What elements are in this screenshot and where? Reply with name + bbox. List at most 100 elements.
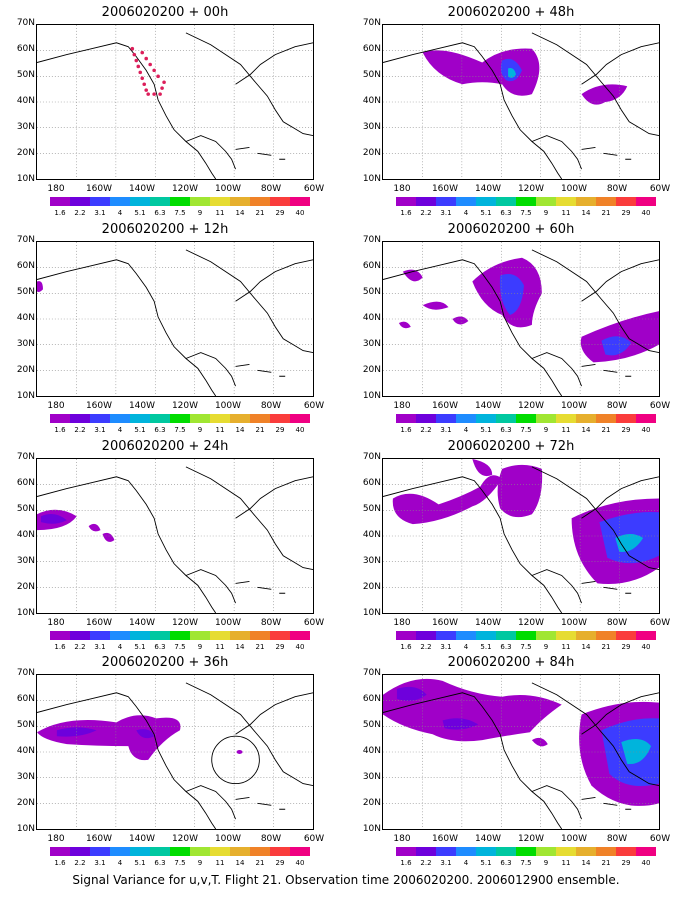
colorbar-label: 7.5 [174,426,186,434]
variance-contour [102,532,115,542]
colorbar-swatch [416,631,436,640]
variance-contour [422,301,449,310]
colorbar-label: 40 [641,643,651,651]
lat-label: 20N [362,798,381,808]
coastline [235,580,286,594]
colorbar [50,847,310,856]
lat-label: 40N [362,746,381,756]
map-panel: 2006020200 + 84h 70N 60N 50N 40N 30N 20N 10N 180… [346,652,676,870]
colorbar-swatch [416,847,436,856]
colorbar-label: 11 [561,859,571,867]
observation-point [152,68,156,73]
colorbar-swatch [456,197,476,206]
colorbar-label: 4 [463,643,469,651]
colorbar-swatch [476,631,496,640]
colorbar-swatch [170,197,190,206]
observation-point [134,58,139,63]
colorbar-label: 11 [215,859,225,867]
colorbar-label: 40 [641,426,651,434]
colorbar-swatch [576,847,596,856]
panel-title: 2006020200 + 84h [447,655,575,670]
colorbar-swatch [456,631,476,640]
lon-label: 80W [260,834,282,844]
colorbar-swatch [90,414,110,423]
lon-label: 120W [171,618,199,628]
lon-label: 140W [474,618,502,628]
colorbar-label: 9 [197,426,203,434]
coastline [531,352,582,387]
lat-label: 20N [16,798,35,808]
colorbar-swatch [110,414,130,423]
lat-label: 60N [362,478,381,488]
observation-point [162,80,166,85]
colorbar-label: 14 [235,859,245,867]
variance-contour [442,718,479,730]
lon-label: 160W [431,401,459,411]
colorbar-swatch [150,631,170,640]
lat-label: 10N [362,608,381,618]
variance-contour [615,534,644,553]
colorbar-swatch [396,847,416,856]
observation-point [156,74,160,79]
variance-contour [508,68,517,78]
colorbar-swatch [250,631,270,640]
colorbar-swatch [190,414,210,423]
colorbar-label: 14 [581,643,591,651]
colorbar [396,414,656,423]
lon-label: 180 [47,184,65,194]
lat-label: 10N [16,174,35,184]
colorbar-swatch [70,847,90,856]
colorbar-label: 2.2 [420,643,432,651]
colorbar-swatch [496,631,516,640]
colorbar-label: 40 [295,426,305,434]
coastline [531,135,582,170]
colorbar-label: 1.6 [54,859,66,867]
colorbar-label: 29 [621,859,631,867]
lon-label: 180 [47,618,65,628]
coastline [383,692,563,829]
colorbar-label: 9 [543,643,549,651]
colorbar-label: 14 [581,426,591,434]
lon-label: 100W [214,618,242,628]
colorbar-label: 14 [235,209,245,217]
lon-label: 100W [214,184,242,194]
map-area [382,458,660,614]
variance-contour [37,281,43,293]
colorbar-swatch [150,847,170,856]
colorbar-swatch [270,197,290,206]
colorbar-swatch [90,197,110,206]
variance-contour [601,336,632,356]
coastline [531,682,659,786]
colorbar [50,631,310,640]
colorbar-label: 6.3 [154,643,166,651]
lat-label: 40N [362,530,381,540]
colorbar-swatch [50,414,70,423]
coastline [37,692,217,829]
lat-label: 70N [16,18,35,28]
lon-label: 80W [606,184,628,194]
lon-label: 120W [171,834,199,844]
lat-label: 60N [362,261,381,271]
lat-label: 60N [16,261,35,271]
colorbar-label: 11 [561,426,571,434]
colorbar-label: 5.1 [134,426,146,434]
observation-point [140,76,145,81]
colorbar-label: 7.5 [520,426,532,434]
lon-label: 100W [214,834,242,844]
colorbar-label: 4 [117,209,123,217]
colorbar-swatch [536,631,556,640]
lon-label: 60W [303,618,325,628]
colorbar-swatch [636,631,656,640]
lat-label: 50N [362,720,381,730]
colorbar-label: 5.1 [134,643,146,651]
colorbar-swatch [596,847,616,856]
coastline [185,466,313,570]
colorbar-swatch [70,631,90,640]
lat-label: 70N [16,235,35,245]
colorbar-label: 3.1 [440,426,452,434]
colorbar-swatch [230,847,250,856]
observation-point [152,92,156,96]
colorbar-swatch [130,631,150,640]
colorbar-swatch [456,414,476,423]
colorbar-label: 14 [235,643,245,651]
